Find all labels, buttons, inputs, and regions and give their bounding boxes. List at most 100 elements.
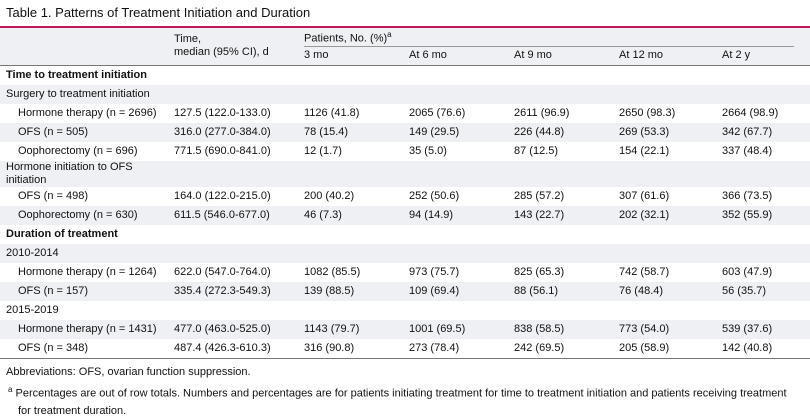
value-cell: 2065 (76.6) [409,106,466,119]
value-cell: 1082 (85.5) [304,265,361,278]
row-label: OFS (n = 498) [18,189,89,202]
table-row: Oophorectomy (n = 696) 771.5 (690.0-841.0… [0,142,810,161]
value-cell: 139 (88.5) [304,284,355,297]
value-cell: 1001 (69.5) [409,322,466,335]
patients-header: Patients, No. (%)a [298,28,810,47]
table-row: Hormone therapy (n = 2696) 127.5 (122.0-1… [0,104,810,123]
row-label: Hormone therapy (n = 2696) [18,106,157,119]
empty-cell [168,85,810,104]
row-label: Oophorectomy (n = 696) [18,144,138,157]
table-row: Duration of treatment [0,225,810,244]
value-cell: 973 (75.7) [409,265,460,278]
value-cell: 142 (40.8) [722,341,773,354]
time-cell: 164.0 (122.0-215.0) [174,189,271,202]
table-row: Hormone therapy (n = 1431) 477.0 (463.0-5… [0,319,810,339]
value-cell: 342 (67.7) [722,125,773,138]
value-cell: 78 (15.4) [304,125,349,138]
table-row: OFS (n = 505) 316.0 (277.0-384.0) 78 (15.4… [0,122,810,142]
table-row: OFS (n = 498) 164.0 (122.0-215.0) 200 (40.… [0,187,810,206]
value-cell: 603 (47.9) [722,265,773,278]
value-cell: 1126 (41.8) [304,106,360,119]
table-row: Hormone therapy (n = 1264) 622.0 (547.0-7… [0,263,810,282]
value-cell: 35 (5.0) [409,144,447,157]
value-cell: 252 (50.6) [409,189,460,202]
value-cell: 46 (7.3) [304,208,342,221]
value-cell: 539 (37.6) [722,322,773,335]
group-title: 2010-2014 [6,246,59,259]
value-cell: 154 (22.1) [619,144,670,157]
time-cell: 316.0 (277.0-384.0) [174,125,271,138]
group-title: 2015-2019 [6,303,59,316]
patients-text: Patients, No. (%) [304,32,388,45]
value-cell: 226 (44.8) [514,125,565,138]
table-row: Hormone initiation to OFS initiation [0,160,810,187]
time-cell: 477.0 (463.0-525.0) [174,322,271,335]
value-cell: 109 (69.4) [409,284,460,297]
value-cell: 285 (57.2) [514,189,565,202]
footnote-marker: a [8,385,13,394]
value-cell: 200 (40.2) [304,189,355,202]
row-label: Oophorectomy (n = 630) [18,208,138,221]
value-cell: 273 (78.4) [409,341,460,354]
time-header: Time, median (95% CI), d [168,28,298,65]
time-cell: 771.5 (690.0-841.0) [174,144,271,157]
time-cell: 611.5 (546.0-677.0) [174,208,270,221]
table-row: Time to treatment initiation [0,65,810,85]
header-line: median (95% CI), d [174,46,269,59]
corner [0,28,168,47]
value-cell: 2664 (98.9) [722,106,779,119]
column-header: At 6 mo [409,49,447,62]
column-header: At 2 y [722,49,751,62]
footnote-text: Percentages are out of row totals. Numbe… [15,387,787,417]
table-row: 2015-2019 [0,301,810,320]
value-cell: 366 (73.5) [722,189,773,202]
empty-cell [168,301,810,320]
footnotes: Abbreviations: OFS, ovarian function sup… [6,364,796,420]
patients-label: Patients, No. (%)a [304,28,794,47]
value-cell: 269 (53.3) [619,125,670,138]
row-label: Hormone therapy (n = 1431) [18,322,157,335]
value-cell: 337 (48.4) [722,144,773,157]
time-cell: 127.5 (122.0-133.0) [174,106,271,119]
value-cell: 12 (1.7) [304,144,342,157]
time-cell: 487.4 (426.3-610.3) [174,341,271,354]
value-cell: 76 (48.4) [619,284,664,297]
value-cell: 825 (65.3) [514,265,565,278]
value-cell: 88 (56.1) [514,284,559,297]
row-label: Hormone therapy (n = 1264) [18,265,157,278]
value-cell: 838 (58.5) [514,322,565,335]
row-label: OFS (n = 157) [18,284,89,297]
page: Table 1. Patterns of Treatment Initiatio… [0,5,810,417]
value-cell: 56 (35.7) [722,284,767,297]
value-cell: 2611 (96.9) [514,106,570,119]
table-row: 2010-2014 [0,243,810,263]
title-rule [0,26,810,28]
footnote-marker: a [387,30,392,39]
row-label: OFS (n = 348) [18,341,89,354]
table: Time, median (95% CI), d Patients, No. (%… [0,28,810,359]
row-label: OFS (n = 505) [18,125,89,138]
section-title: Time to treatment initiation [6,68,147,81]
value-cell: 205 (58.9) [619,341,670,354]
column-header: At 9 mo [514,49,552,62]
value-cell: 316 (90.8) [304,341,355,354]
value-cell: 742 (58.7) [619,265,670,278]
value-cell: 307 (61.6) [619,189,670,202]
value-cell: 143 (22.7) [514,208,565,221]
group-title: Surgery to treatment initiation [6,87,150,100]
section-title: Duration of treatment [6,227,118,240]
time-cell: 335.4 (272.3-549.3) [174,284,271,297]
value-cell: 87 (12.5) [514,144,559,157]
value-cell: 773 (54.0) [619,322,670,335]
table-row: OFS (n = 157) 335.4 (272.3-549.3) 139 (88.… [0,281,810,301]
value-cell: 1143 (79.7) [304,322,360,335]
time-cell: 622.0 (547.0-764.0) [174,265,271,278]
empty-cell [168,161,810,187]
header-line: Time, [174,33,202,46]
value-cell: 352 (55.9) [722,208,773,221]
table-row: OFS (n = 348) 487.4 (426.3-610.3) 316 (90.… [0,339,810,359]
value-cell: 94 (14.9) [409,208,454,221]
value-cell: 2650 (98.3) [619,106,676,119]
empty-cell [168,244,810,263]
value-cell: 202 (32.1) [619,208,670,221]
